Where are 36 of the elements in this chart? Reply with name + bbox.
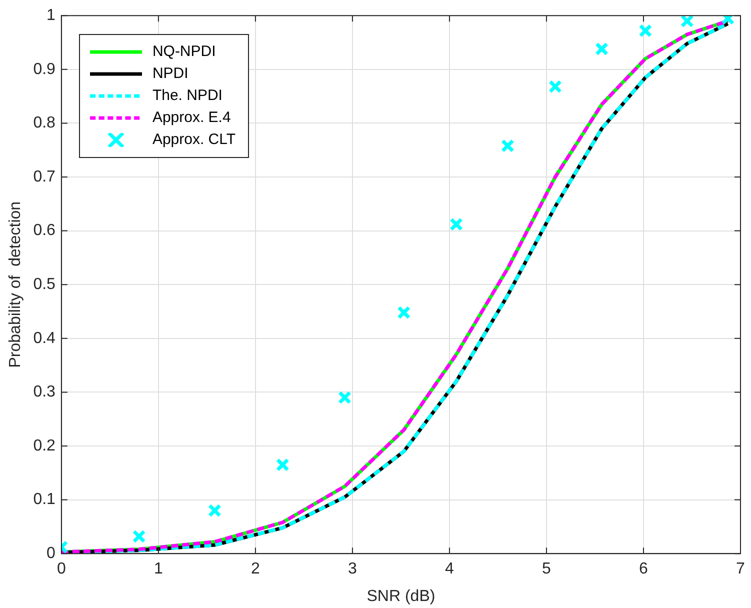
x-tick-label: 5 — [542, 560, 552, 578]
point — [338, 390, 352, 404]
y-tick-label: 0.2 — [33, 437, 56, 454]
point — [132, 530, 146, 544]
y-tick-label: 0.1 — [33, 491, 56, 508]
x-tick-label: 6 — [639, 560, 648, 578]
x-tick-label: 3 — [348, 560, 358, 578]
legend-label: The. NPDI — [152, 87, 222, 104]
y-tick-label: 0.5 — [33, 276, 56, 294]
y-tick-label: 0 — [46, 545, 56, 562]
legend-label: Approx. CLT — [152, 131, 236, 148]
point — [548, 80, 562, 94]
point — [208, 504, 222, 518]
x-tick-label: 2 — [251, 560, 260, 578]
y-tick-label: 0.6 — [33, 222, 56, 240]
point — [450, 218, 463, 232]
y-tick-label: 0.4 — [33, 330, 56, 347]
y-tick-label: 0.7 — [33, 168, 56, 186]
x-tick-label: 4 — [445, 560, 454, 578]
point — [276, 458, 290, 472]
y-tick-label: 1 — [46, 7, 56, 24]
legend-label: Approx. E.4 — [152, 109, 231, 126]
y-axis-title: Probability of detection — [7, 201, 24, 368]
y-tick-label: 0.3 — [33, 384, 56, 401]
y-tick-label: 0.8 — [33, 114, 56, 132]
point — [397, 306, 411, 320]
x-tick-label: 1 — [154, 560, 163, 578]
legend-label: NQ-NPDI — [152, 43, 216, 60]
x-axis-title: SNR (dB) — [366, 588, 436, 605]
legend-label: NPDI — [152, 65, 188, 82]
point — [680, 16, 694, 28]
x-tick-label: 7 — [736, 560, 746, 578]
point — [500, 139, 514, 152]
y-tick-label: 0.9 — [33, 60, 56, 78]
point — [595, 42, 608, 56]
point — [638, 24, 652, 38]
